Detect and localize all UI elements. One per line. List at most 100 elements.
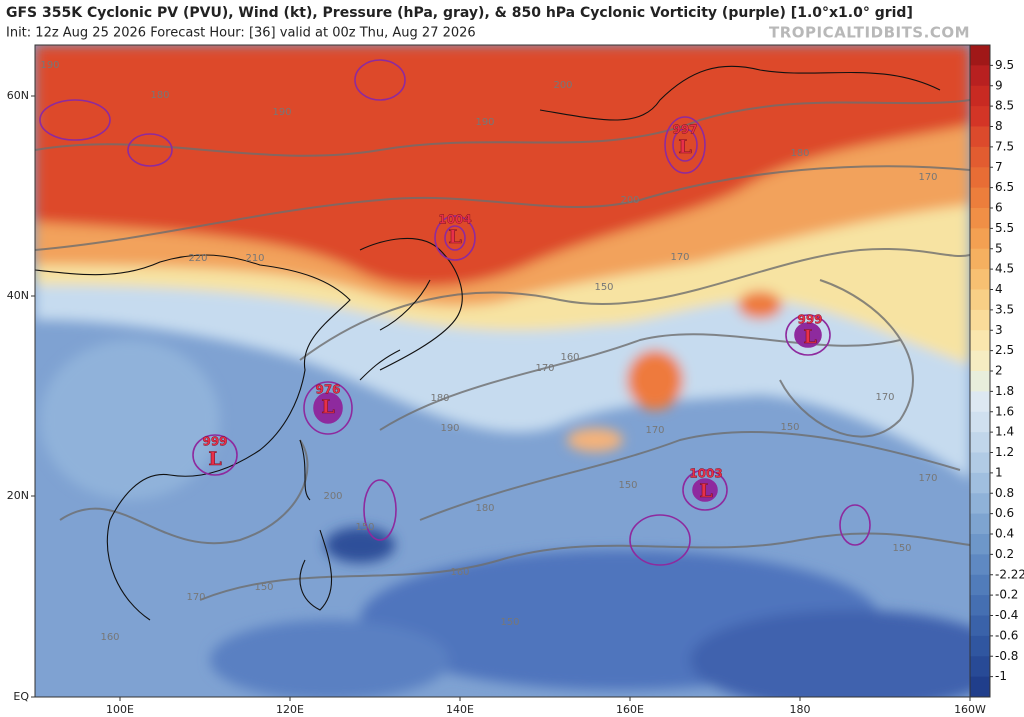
colorbar-segment	[970, 309, 990, 331]
lat-label: EQ	[13, 690, 29, 703]
colorbar-label: 1.2	[995, 445, 1014, 459]
colorbar-segment	[970, 493, 990, 515]
colorbar-label: 9.5	[995, 58, 1014, 72]
contour-label: 190	[272, 107, 291, 118]
low-pressure-value: 999	[797, 313, 822, 327]
colorbar-segment	[970, 269, 990, 290]
low-symbol: L	[448, 226, 461, 248]
colorbar-label: -2.22	[995, 567, 1024, 581]
contour-label: 180	[475, 503, 494, 514]
title: GFS 355K Cyclonic PV (PVU), Wind (kt), P…	[6, 5, 913, 21]
colorbar-label: 1	[995, 465, 1003, 479]
contour-label: 150	[500, 617, 519, 628]
contour-label: 200	[620, 195, 639, 206]
colorbar-label: 2.5	[995, 343, 1014, 357]
colorbar-segment	[970, 452, 990, 474]
colorbar-label: 8	[995, 119, 1003, 133]
colorbar-label: 7.5	[995, 139, 1014, 153]
colorbar-segment	[970, 472, 990, 494]
contour-label: 190	[475, 117, 494, 128]
contour-label: 160	[100, 632, 119, 643]
contour-label: 160	[450, 567, 469, 578]
colorbar-segment	[970, 656, 990, 678]
colorbar-segment	[970, 534, 990, 555]
colorbar-label: 5	[995, 241, 1003, 255]
colorbar-label: -0.2	[995, 588, 1018, 602]
credit: TROPICALTIDBITS.COM	[769, 24, 970, 42]
low-pressure-value: 999	[202, 435, 227, 449]
colorbar-segment	[970, 126, 990, 148]
contour-label: 170	[918, 172, 937, 183]
colorbar-segment	[970, 432, 990, 453]
colorbar-label: 3.5	[995, 302, 1014, 316]
contour-label: 170	[875, 392, 894, 403]
colorbar-label: 6	[995, 201, 1003, 215]
colorbar-label: 2	[995, 364, 1003, 378]
colorbar-label: 4.5	[995, 262, 1014, 276]
colorbar-segment	[970, 146, 990, 168]
contour-label: 150	[618, 480, 637, 491]
colorbar-label: 1.6	[995, 404, 1014, 418]
colorbar-label: 9	[995, 78, 1003, 92]
low-symbol: L	[699, 480, 712, 502]
colorbar-label: -0.8	[995, 649, 1018, 663]
contour-label: 190	[440, 423, 459, 434]
colorbar-label: -1	[995, 669, 1007, 683]
colorbar-segment	[970, 615, 990, 637]
contour-label: 150	[254, 582, 273, 593]
low-pressure-value: 1004	[438, 213, 471, 227]
axes: 60N 40N 20N EQ 100E 120E 140E 160E 180 160W	[7, 89, 986, 716]
low-pressure-value: 1003	[689, 467, 722, 481]
lat-label: 20N	[7, 489, 29, 502]
contour-label: 220	[188, 253, 207, 264]
contour-label: 170	[645, 425, 664, 436]
lat-label: 60N	[7, 89, 29, 102]
colorbar-label: 5.5	[995, 221, 1014, 235]
contour-label: 160	[560, 352, 579, 363]
contour-label: 200	[323, 491, 342, 502]
colorbar-segment	[970, 208, 990, 229]
colorbar-segment	[970, 350, 990, 372]
colorbar-segment	[970, 289, 990, 311]
contour-label: 150	[780, 422, 799, 433]
colorbar-label: 8.5	[995, 99, 1014, 113]
colorbar-label: 0.6	[995, 506, 1014, 520]
low-symbol: L	[803, 326, 816, 348]
contour-label: 200	[553, 80, 572, 91]
low-pressure-value: 976	[315, 383, 340, 397]
low-symbol: L	[678, 136, 691, 158]
coastlines	[35, 65, 941, 621]
lon-label: 100E	[106, 703, 134, 716]
colorbar-label: -0.4	[995, 608, 1018, 622]
low-pressure-value: 997	[672, 123, 697, 137]
map-field: 190 180 190 190 200 180 170 200 210 220 150 170 160 1…	[35, 45, 970, 697]
colorbar-segment	[970, 554, 990, 576]
lon-label: 140E	[446, 703, 474, 716]
lon-label: 160E	[616, 703, 644, 716]
colorbar-label: 3	[995, 323, 1003, 337]
lon-label: 180	[790, 703, 811, 716]
colorbar-segment	[970, 411, 990, 433]
contour-label: 210	[245, 253, 264, 264]
colorbar-segment	[970, 187, 990, 209]
contour-label: 170	[535, 363, 554, 374]
colorbar-segment	[970, 595, 990, 616]
contour-label: 180	[430, 393, 449, 404]
contour-label: 180	[790, 148, 809, 159]
colorbar-label: 6.5	[995, 180, 1014, 194]
vorticity-contours	[39, 59, 871, 566]
lon-label: 160W	[954, 703, 986, 716]
colorbar-segment	[970, 676, 990, 698]
contour-label: 150	[594, 282, 613, 293]
colorbar-segment	[970, 330, 990, 352]
colorbar-label: 1.8	[995, 384, 1014, 398]
contour-label: 150	[892, 543, 911, 554]
contour-labels: 190 180 190 190 200 180 170 200 210 220 150 170 160 1…	[40, 60, 937, 643]
colorbar-segment	[970, 65, 990, 87]
colorbar-segment	[970, 248, 990, 270]
subtitle: Init: 12z Aug 25 2026 Forecast Hour: [36…	[6, 26, 476, 41]
contour-label: 170	[186, 592, 205, 603]
